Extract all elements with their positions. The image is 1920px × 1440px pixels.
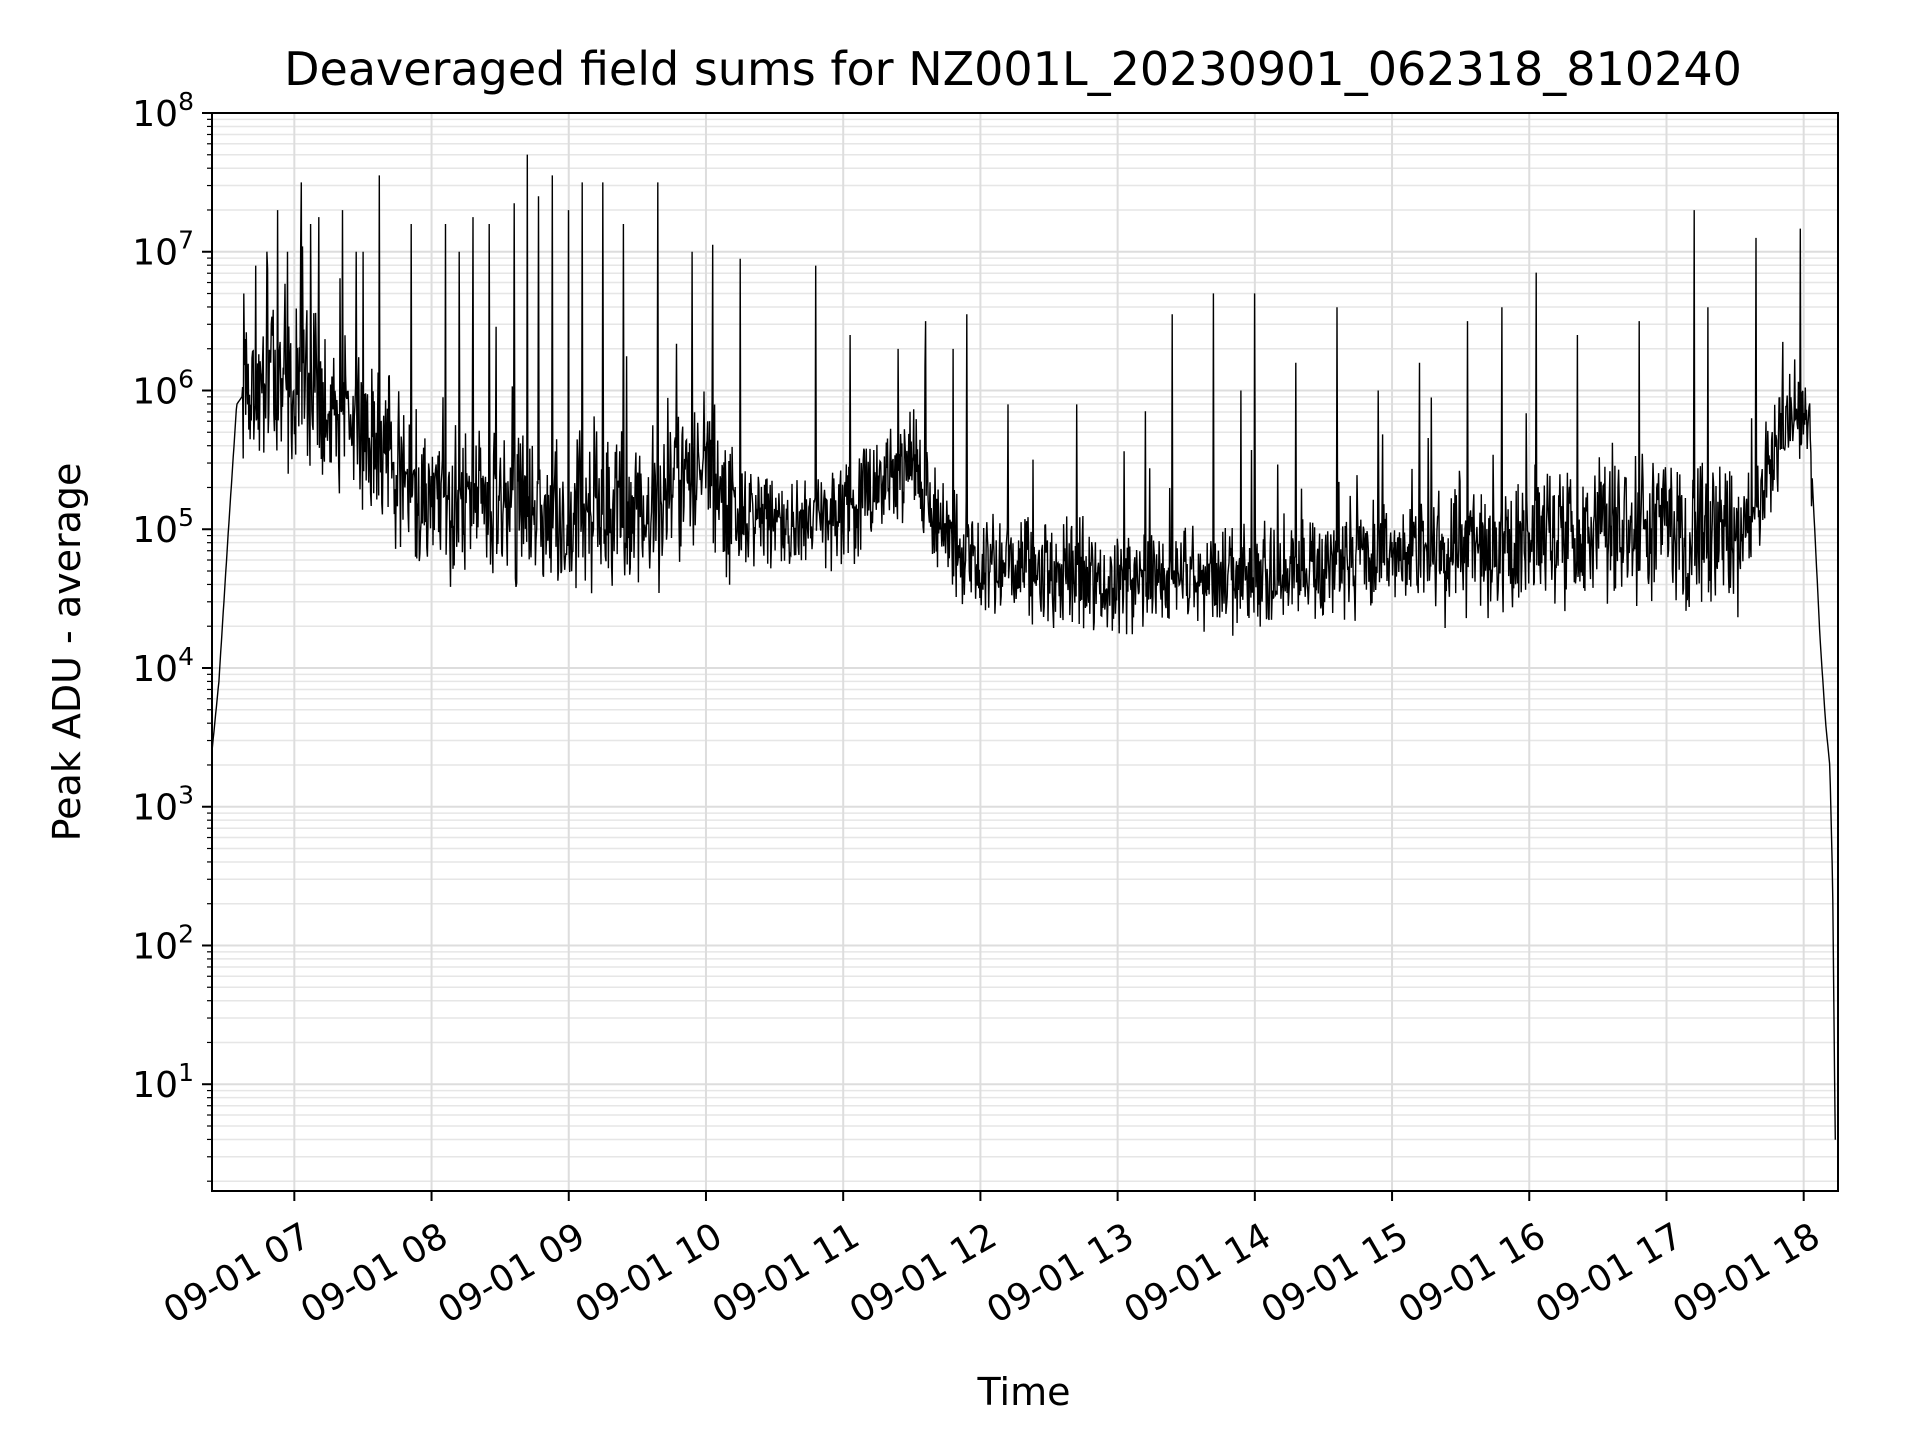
y-tick-label: 103	[132, 781, 194, 829]
chart-title: Deaveraged field sums for NZ001L_2023090…	[284, 42, 1742, 96]
y-tick-label: 106	[132, 364, 194, 412]
y-tick-label: 101	[132, 1058, 194, 1106]
y-tick-label: 105	[132, 503, 194, 551]
y-axis-label: Peak ADU - average	[45, 463, 89, 842]
y-tick-label: 108	[132, 87, 194, 135]
x-axis-label: Time	[977, 1370, 1071, 1414]
plot-frame	[211, 112, 1839, 1192]
series-line	[211, 154, 1836, 1140]
y-tick-label: 102	[132, 919, 194, 967]
y-tick-label: 107	[132, 226, 194, 274]
y-axis: 101 102 103 104 105 106 107 108	[132, 87, 212, 1182]
y-tick-label: 104	[132, 642, 194, 690]
